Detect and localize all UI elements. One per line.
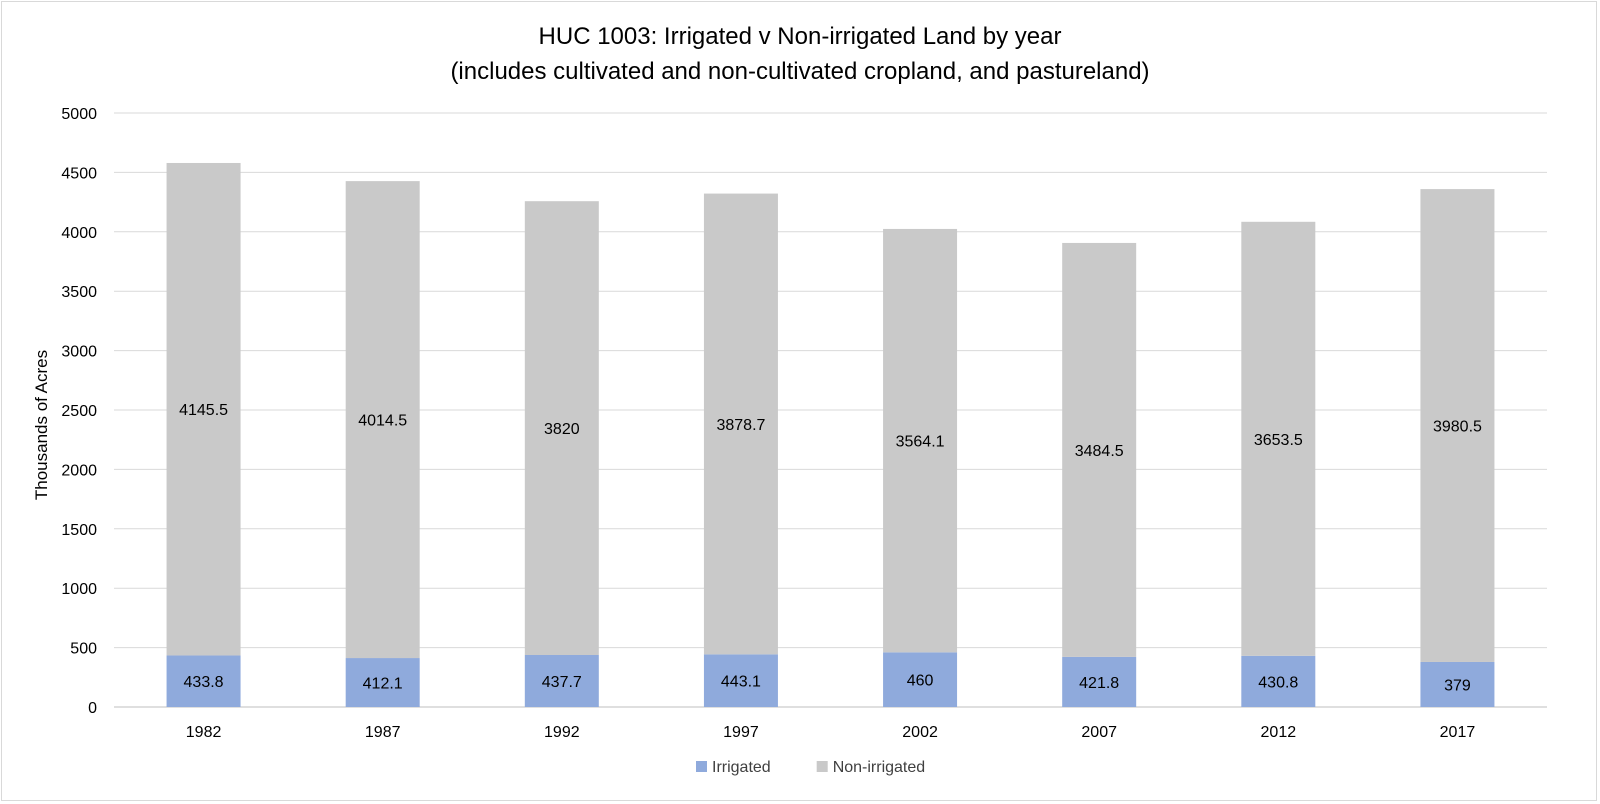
data-label: 430.8 [1258, 674, 1298, 691]
legend-swatch [816, 761, 828, 772]
data-label: 4145.5 [179, 402, 228, 419]
y-tick-label: 2000 [61, 462, 97, 479]
bar-irrigated-2007 [1062, 656, 1137, 707]
gridlines [114, 112, 1547, 708]
bar-non-irrigated-1997 [703, 193, 778, 655]
chart-subtitle: (includes cultivated and non-cultivated … [450, 58, 1149, 85]
bar-non-irrigated-2002 [883, 228, 958, 653]
data-label: 437.7 [542, 674, 582, 691]
bar-irrigated-2017 [1420, 661, 1495, 707]
y-tick-label: 3000 [61, 344, 97, 361]
y-tick-label: 500 [70, 641, 97, 658]
y-tick-label: 1500 [61, 522, 97, 539]
legend-swatch [696, 761, 707, 772]
bar-non-irrigated-2007 [1062, 242, 1137, 657]
data-label: 433.8 [184, 674, 224, 691]
x-tick-label: 1987 [365, 724, 401, 741]
y-axis-title: Thousands of Acres [32, 350, 51, 500]
bar-non-irrigated-1992 [524, 201, 599, 656]
bar-non-irrigated-1987 [345, 181, 420, 659]
data-label: 460 [907, 673, 934, 690]
x-tick-label: 1997 [723, 724, 759, 741]
y-tick-label: 2500 [61, 403, 97, 420]
y-tick-label: 3500 [61, 284, 97, 301]
data-label: 3484.5 [1075, 443, 1124, 460]
data-label: 421.8 [1079, 675, 1119, 692]
y-tick-label: 5000 [61, 106, 97, 123]
legend: Irrigated Non-irrigated [696, 759, 925, 776]
bar-irrigated-1997 [703, 654, 778, 707]
x-tick-label: 2002 [902, 724, 938, 741]
bar-non-irrigated-1982 [166, 162, 241, 656]
x-tick-label: 2007 [1081, 724, 1117, 741]
y-tick-label: 4000 [61, 225, 97, 242]
y-tick-label: 1000 [61, 581, 97, 598]
y-tick-label: 4500 [61, 165, 97, 182]
x-tick-label: 2017 [1440, 724, 1476, 741]
data-label: 3878.7 [716, 417, 765, 434]
bars: 433.8 4145.5 412.1 4014.5 437.7 3820 443.1 3878… [166, 162, 1495, 707]
bar-irrigated-1987 [345, 658, 420, 707]
x-tick-label: 1992 [544, 724, 580, 741]
x-tick-label: 1982 [186, 724, 222, 741]
data-label: 4014.5 [358, 413, 407, 430]
bar-non-irrigated-2017 [1420, 189, 1495, 662]
bar-irrigated-2012 [1241, 655, 1316, 707]
data-label: 443.1 [721, 674, 761, 691]
y-tick-label: 0 [88, 700, 97, 717]
bar-non-irrigated-2012 [1241, 221, 1316, 656]
x-tick-label: 2012 [1261, 724, 1297, 741]
legend-label: Irrigated [712, 759, 771, 776]
data-label: 379 [1444, 677, 1471, 694]
bar-irrigated-1992 [524, 655, 599, 707]
y-axis-ticks: 0 500 1000 1500 2000 2500 3000 3500 4000 4500 5000 [61, 106, 97, 717]
data-label: 3564.1 [896, 434, 945, 451]
bar-irrigated-2002 [883, 652, 958, 707]
x-axis-ticks: 1982 1987 1992 1997 2002 2007 2012 2017 [186, 724, 1476, 741]
data-label: 3653.5 [1254, 432, 1303, 449]
chart-title: HUC 1003: Irrigated v Non-irrigated Land… [539, 23, 1062, 50]
bar-irrigated-1982 [166, 655, 241, 707]
data-label: 3820 [544, 421, 580, 438]
data-label: 412.1 [363, 676, 403, 693]
legend-label: Non-irrigated [833, 759, 925, 776]
data-label: 3980.5 [1433, 419, 1482, 436]
